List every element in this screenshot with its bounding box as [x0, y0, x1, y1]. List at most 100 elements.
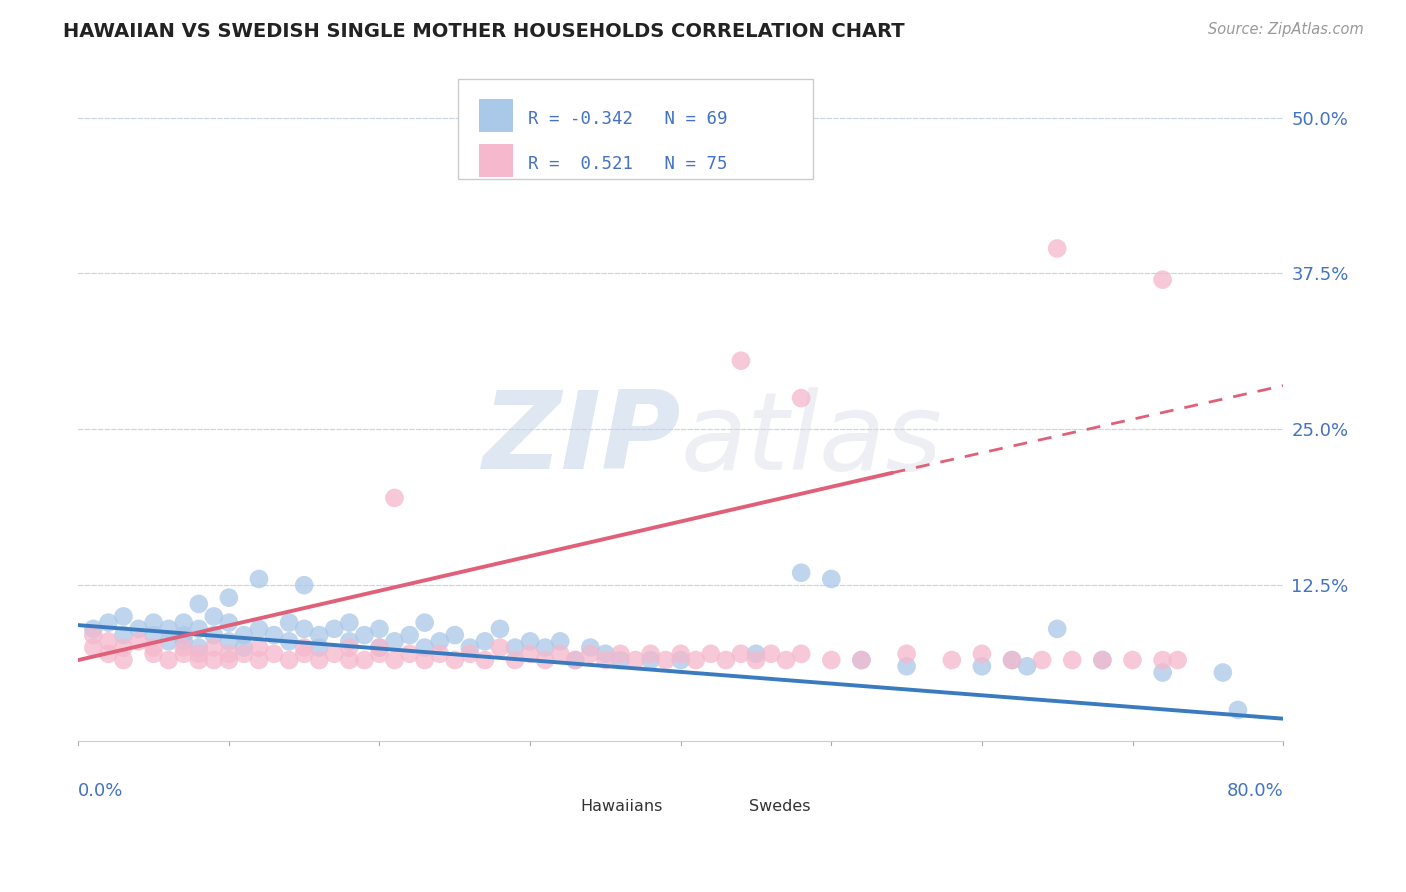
Point	[142, 647, 165, 661]
Point	[368, 640, 391, 655]
Point	[1031, 653, 1053, 667]
Point	[112, 640, 135, 655]
Point	[337, 615, 360, 630]
Point	[97, 647, 120, 661]
Point	[640, 653, 662, 667]
Point	[685, 653, 707, 667]
Point	[247, 653, 270, 667]
Point	[413, 640, 436, 655]
Point	[292, 578, 315, 592]
Bar	[711, 794, 737, 820]
Point	[1015, 659, 1038, 673]
Point	[1001, 653, 1024, 667]
Point	[353, 653, 375, 667]
Point	[443, 653, 465, 667]
Point	[218, 647, 240, 661]
Point	[759, 647, 782, 661]
Point	[790, 566, 813, 580]
Point	[790, 391, 813, 405]
Point	[157, 653, 180, 667]
Point	[579, 647, 602, 661]
Point	[247, 572, 270, 586]
Point	[1167, 653, 1189, 667]
Point	[218, 591, 240, 605]
Point	[1046, 242, 1069, 256]
Point	[232, 647, 254, 661]
Point	[1046, 622, 1069, 636]
Bar	[479, 144, 513, 177]
Point	[278, 653, 301, 667]
Point	[232, 640, 254, 655]
Point	[970, 647, 993, 661]
Point	[730, 647, 752, 661]
Point	[187, 622, 209, 636]
Point	[232, 628, 254, 642]
Point	[970, 659, 993, 673]
Point	[503, 653, 526, 667]
Point	[1091, 653, 1114, 667]
Point	[263, 647, 285, 661]
Point	[112, 628, 135, 642]
Point	[1152, 653, 1174, 667]
Point	[1062, 653, 1084, 667]
Point	[173, 628, 195, 642]
Point	[157, 622, 180, 636]
Point	[730, 353, 752, 368]
Point	[187, 597, 209, 611]
Point	[308, 640, 330, 655]
Point	[384, 491, 406, 505]
Point	[368, 647, 391, 661]
Point	[534, 640, 557, 655]
Point	[820, 653, 842, 667]
FancyBboxPatch shape	[458, 79, 813, 178]
Point	[337, 640, 360, 655]
Point	[82, 628, 104, 642]
Bar	[479, 99, 513, 132]
Point	[97, 634, 120, 648]
Point	[1152, 273, 1174, 287]
Point	[851, 653, 873, 667]
Text: Source: ZipAtlas.com: Source: ZipAtlas.com	[1208, 22, 1364, 37]
Text: ZIP: ZIP	[482, 386, 681, 492]
Point	[173, 615, 195, 630]
Point	[714, 653, 737, 667]
Point	[458, 647, 481, 661]
Point	[128, 634, 150, 648]
Point	[564, 653, 586, 667]
Text: 0.0%: 0.0%	[79, 782, 124, 800]
Point	[896, 647, 918, 661]
Point	[247, 622, 270, 636]
Point	[443, 628, 465, 642]
Point	[384, 634, 406, 648]
Point	[82, 640, 104, 655]
Point	[112, 653, 135, 667]
Point	[700, 647, 723, 661]
Point	[1212, 665, 1234, 680]
Point	[624, 653, 647, 667]
Point	[1226, 703, 1249, 717]
Point	[292, 640, 315, 655]
Point	[173, 640, 195, 655]
Point	[157, 634, 180, 648]
Point	[941, 653, 963, 667]
Point	[429, 647, 451, 661]
Point	[202, 653, 225, 667]
Point	[218, 634, 240, 648]
Bar	[543, 794, 568, 820]
Point	[323, 647, 346, 661]
Text: R = -0.342   N = 69: R = -0.342 N = 69	[527, 110, 727, 128]
Point	[1091, 653, 1114, 667]
Point	[745, 647, 768, 661]
Point	[609, 647, 631, 661]
Point	[187, 647, 209, 661]
Point	[489, 622, 512, 636]
Point	[1001, 653, 1024, 667]
Point	[308, 653, 330, 667]
Point	[368, 640, 391, 655]
Point	[548, 634, 571, 648]
Point	[609, 129, 631, 144]
Point	[745, 653, 768, 667]
Point	[202, 640, 225, 655]
Point	[292, 647, 315, 661]
Point	[337, 653, 360, 667]
